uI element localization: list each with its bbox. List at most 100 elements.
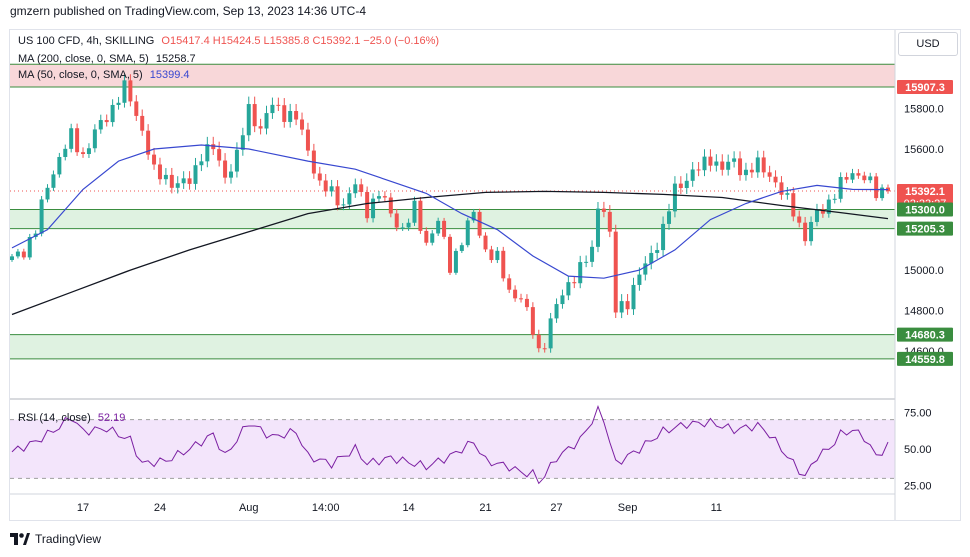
- rsi-tick-label: 25.00: [904, 481, 932, 493]
- candle-body: [501, 250, 506, 279]
- candle-body: [15, 251, 20, 257]
- candle-body: [211, 144, 216, 150]
- candle-body: [63, 148, 68, 157]
- candle-body: [773, 176, 778, 183]
- candle-body: [814, 209, 819, 222]
- candles-layer: [10, 74, 890, 353]
- moving-averages-layer: [11, 144, 889, 316]
- candle-body: [643, 263, 648, 275]
- candle-body: [282, 105, 287, 122]
- candle-body: [874, 176, 879, 199]
- candle-body: [412, 200, 417, 223]
- candle-body: [832, 198, 837, 200]
- candle-body: [868, 176, 873, 181]
- time-tick-label: 14:00: [312, 502, 340, 514]
- currency-selector[interactable]: USD: [898, 32, 958, 56]
- candle-body: [797, 216, 802, 223]
- candle-body: [140, 115, 145, 131]
- candle-body: [826, 199, 831, 214]
- footer-brand-text: TradingView: [35, 532, 102, 546]
- time-tick-label: Aug: [239, 502, 259, 514]
- candle-body: [536, 334, 541, 349]
- footer-brand: TradingView: [10, 532, 101, 546]
- candle-body: [513, 289, 518, 299]
- price-tick-label: 14800.0: [904, 305, 944, 317]
- legend-ma50-label[interactable]: MA (50, close, 0, SMA, 5): [18, 69, 143, 81]
- legend-ma50-value: 15399.4: [149, 69, 190, 81]
- candle-body: [477, 211, 482, 236]
- candle-body: [809, 221, 814, 242]
- candle-body: [323, 180, 328, 192]
- candle-body: [270, 104, 275, 114]
- candle-body: [353, 184, 358, 194]
- price-label-value: 15907.3: [905, 82, 945, 94]
- candle-body: [181, 178, 186, 184]
- candle-body: [519, 298, 524, 300]
- candle-body: [862, 175, 867, 181]
- candle-body: [104, 120, 109, 123]
- candle-body: [21, 251, 26, 258]
- candle-body: [317, 173, 322, 181]
- zone-demand: [10, 334, 895, 359]
- candle-body: [128, 80, 133, 102]
- zone-resistance: [10, 64, 895, 88]
- candle-body: [661, 223, 666, 251]
- candle-body: [288, 110, 293, 122]
- price-tick-label: 15800.0: [904, 104, 944, 116]
- candle-body: [738, 158, 743, 176]
- candle-body: [57, 156, 62, 175]
- candle-body: [39, 199, 44, 234]
- candle-body: [430, 233, 435, 243]
- tradingview-logo-icon: [10, 533, 30, 545]
- candle-body: [329, 186, 334, 192]
- candle-body: [365, 191, 370, 219]
- time-tick-label: 11: [711, 502, 722, 514]
- candle-body: [163, 174, 168, 180]
- candle-body: [595, 208, 600, 247]
- candle-body: [542, 348, 547, 350]
- candle-body: [601, 208, 606, 212]
- candle-body: [10, 256, 14, 260]
- legend-rsi-value: 52.19: [97, 412, 126, 424]
- rsi-line-group: [11, 405, 889, 485]
- rsi-pane: [10, 398, 895, 485]
- candle-body: [110, 104, 115, 123]
- candle-body: [252, 104, 257, 127]
- legend-symbol-row: US 100 CFD, 4h, SKILLING O15417.4 H15424…: [18, 35, 443, 47]
- candle-body: [785, 193, 790, 195]
- legend-symbol[interactable]: US 100 CFD, 4h, SKILLING: [18, 35, 155, 47]
- candle-body: [590, 246, 595, 262]
- candle-body: [702, 156, 707, 171]
- price-label-badge: [897, 80, 953, 95]
- chart-frame: [9, 29, 961, 521]
- candle-body: [264, 113, 269, 129]
- candle-body: [495, 250, 500, 261]
- price-label-value: 15205.3: [905, 224, 945, 236]
- candle-body: [240, 135, 245, 150]
- candle-body: [400, 227, 405, 229]
- candle-body: [217, 149, 222, 161]
- legend-rsi-label[interactable]: RSI (14, close): [18, 412, 91, 424]
- legend-ma200-label[interactable]: MA (200, close, 0, SMA, 5): [18, 53, 149, 65]
- ma50-line: [11, 144, 889, 279]
- candle-body: [223, 160, 228, 178]
- candle-body: [27, 236, 32, 258]
- axes-layer: 15800.015600.015000.014800.014600.075.00…: [10, 30, 944, 520]
- candle-body: [234, 149, 239, 172]
- candle-body: [566, 282, 571, 296]
- candle-body: [584, 261, 589, 263]
- candle-body: [382, 196, 387, 198]
- candle-body: [465, 220, 470, 246]
- candle-body: [749, 169, 754, 173]
- candle-body: [637, 274, 642, 285]
- candle-body: [300, 119, 305, 130]
- candle-body: [803, 222, 808, 242]
- time-tick-label: 24: [154, 502, 166, 514]
- candle-body: [388, 197, 393, 214]
- candle-body: [75, 128, 80, 153]
- candle-body: [335, 186, 340, 206]
- candle-body: [146, 130, 151, 155]
- legend-ma200-row: MA (200, close, 0, SMA, 5) 15258.7: [18, 53, 200, 65]
- price-label-value: 15300.0: [905, 205, 945, 217]
